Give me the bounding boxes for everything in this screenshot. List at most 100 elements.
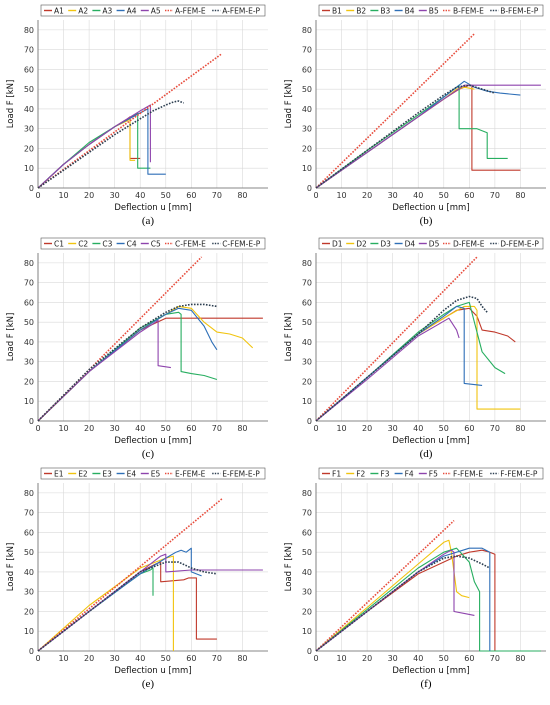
legend-label: A4 (127, 7, 137, 16)
y-tick-label: 40 (302, 338, 312, 347)
x-tick-label: 0 (313, 424, 318, 433)
y-axis-label: Load F [kN] (284, 543, 294, 592)
y-tick-label: 60 (302, 298, 312, 307)
x-tick-label: 30 (110, 424, 120, 433)
x-tick-label: 30 (388, 424, 398, 433)
y-tick-label: 30 (24, 358, 34, 367)
y-tick-label: 20 (302, 607, 312, 616)
x-tick-label: 80 (515, 424, 525, 433)
legend-label: F1 (332, 470, 341, 479)
legend: B1 B2 B3 B4 B5 B-FEM-E B-FEM-E-P (318, 4, 544, 17)
series-line-d5 (315, 317, 460, 422)
series-line-a5 (37, 104, 151, 189)
y-tick-label: 60 (24, 65, 34, 74)
legend-label: C1 (54, 240, 64, 249)
legend-label: D5 (429, 240, 440, 249)
y-tick-label: 10 (24, 164, 34, 173)
y-tick-label: 10 (24, 397, 34, 406)
legend-label: B5 (429, 7, 439, 16)
legend-label: C2 (78, 240, 88, 249)
legend-label: C3 (102, 240, 112, 249)
legend-label: D-FEM-E-P (500, 240, 539, 249)
legend-label: B-FEM-E (453, 7, 484, 16)
legend-box (40, 467, 266, 480)
y-tick-label: 0 (307, 184, 312, 193)
series-line-f-fem-e-p (315, 555, 491, 652)
y-tick-label: 50 (302, 548, 312, 557)
y-tick-label: 60 (24, 528, 34, 537)
x-tick-label: 80 (237, 424, 247, 433)
legend-label: A5 (151, 7, 161, 16)
series-line-d1 (315, 307, 516, 422)
legend-label: C5 (151, 240, 161, 249)
y-tick-label: 40 (24, 338, 34, 347)
y-tick-label: 30 (302, 125, 312, 134)
x-tick-label: 10 (336, 424, 346, 433)
panel-caption: (f) (421, 678, 432, 690)
x-tick-label: 60 (186, 424, 196, 433)
legend-label: F3 (380, 470, 389, 479)
legend-label: E3 (102, 470, 112, 479)
y-tick-label: 20 (24, 607, 34, 616)
y-axis-label: Load F [kN] (284, 313, 294, 362)
panel-caption: (d) (420, 448, 433, 460)
y-tick-label: 40 (302, 568, 312, 577)
legend-box (318, 467, 544, 480)
legend-box (318, 237, 544, 250)
x-tick-label: 70 (212, 191, 222, 200)
x-tick-label: 60 (186, 191, 196, 200)
legend-label: E-FEM-E (175, 470, 206, 479)
x-tick-label: 40 (413, 191, 423, 200)
series-line-a2 (37, 118, 136, 189)
x-tick-label: 70 (212, 654, 222, 663)
x-tick-label: 20 (84, 654, 94, 663)
x-tick-label: 30 (388, 654, 398, 663)
series-line-b5 (315, 84, 541, 189)
y-axis-label: Load F [kN] (6, 313, 16, 362)
x-axis-label: Deflection u [mm] (392, 436, 469, 446)
y-tick-label: 50 (24, 548, 34, 557)
legend-label: B3 (380, 7, 390, 16)
series-line-b-fem-e (315, 33, 475, 189)
series-line-c-fem-e (37, 256, 203, 422)
legend: F1 F2 F3 F4 F5 F-FEM-E F-FEM-E-P (318, 467, 544, 480)
series-line-e5 (37, 553, 263, 652)
x-tick-label: 50 (161, 424, 171, 433)
legend-label: F5 (429, 470, 438, 479)
y-tick-label: 70 (24, 46, 34, 55)
x-axis-label: Deflection u [mm] (392, 203, 469, 213)
x-tick-label: 50 (439, 191, 449, 200)
legend: D1 D2 D3 D4 D5 D-FEM-E D-FEM-E-P (318, 237, 544, 250)
legend-label: B4 (405, 7, 415, 16)
x-tick-label: 80 (237, 654, 247, 663)
legend-label: A3 (102, 7, 112, 16)
series-line-b-fem-e-p (315, 84, 496, 189)
x-tick-label: 20 (84, 424, 94, 433)
panel-caption: (a) (142, 215, 155, 227)
legend-label: C-FEM-E-P (222, 240, 261, 249)
legend-label: D1 (332, 240, 343, 249)
y-tick-label: 40 (302, 105, 312, 114)
y-tick-label: 80 (302, 259, 312, 268)
x-tick-label: 40 (413, 424, 423, 433)
y-tick-label: 0 (307, 417, 312, 426)
legend-box (318, 4, 544, 17)
series-line-c5 (37, 319, 171, 422)
panel-caption: (b) (420, 215, 433, 227)
x-axis-label: Deflection u [mm] (392, 666, 469, 676)
legend-label: E4 (127, 470, 137, 479)
x-tick-label: 40 (135, 191, 145, 200)
legend-label: A1 (54, 7, 64, 16)
legend-label: F2 (356, 470, 365, 479)
x-tick-label: 30 (110, 654, 120, 663)
x-tick-label: 0 (35, 654, 40, 663)
y-tick-label: 20 (302, 377, 312, 386)
series-line-e-fem-e-p (37, 561, 218, 652)
y-axis-label: Load F [kN] (284, 80, 294, 129)
series-line-e4 (37, 547, 202, 652)
x-tick-label: 80 (237, 191, 247, 200)
y-tick-label: 60 (302, 65, 312, 74)
y-tick-label: 30 (302, 358, 312, 367)
y-tick-label: 50 (24, 85, 34, 94)
x-tick-label: 20 (362, 191, 372, 200)
